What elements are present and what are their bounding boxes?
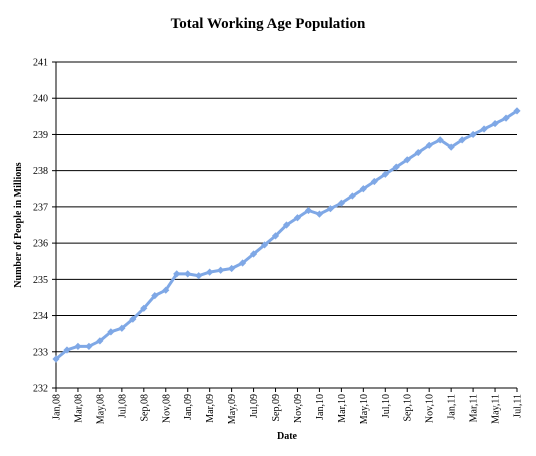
data-point bbox=[173, 270, 181, 278]
x-tick-label: May,08 bbox=[95, 394, 106, 424]
y-tick-label: 234 bbox=[33, 311, 48, 322]
data-points bbox=[52, 107, 521, 363]
data-point bbox=[293, 214, 302, 222]
data-point bbox=[315, 210, 324, 218]
gridlines bbox=[52, 61, 517, 389]
data-point bbox=[118, 324, 126, 332]
data-point bbox=[52, 355, 60, 363]
data-point bbox=[282, 221, 291, 229]
data-point bbox=[228, 264, 236, 273]
x-tick-label: Mar,09 bbox=[205, 394, 216, 423]
data-point bbox=[162, 286, 170, 294]
x-tick-label: Sep,09 bbox=[271, 394, 282, 422]
data-point bbox=[74, 342, 82, 350]
data-point bbox=[403, 156, 411, 164]
data-point bbox=[249, 250, 258, 258]
data-point bbox=[348, 192, 356, 200]
x-tick-label: Jul,09 bbox=[249, 394, 260, 418]
y-tick-label: 235 bbox=[33, 275, 48, 286]
y-tick-label: 232 bbox=[33, 384, 48, 395]
x-tick-label: Jan,09 bbox=[183, 394, 194, 420]
data-point bbox=[85, 342, 93, 350]
data-point bbox=[458, 136, 466, 144]
x-tick-label: Mar,11 bbox=[469, 394, 480, 422]
data-point bbox=[304, 206, 313, 215]
data-point bbox=[513, 107, 521, 115]
x-tick-label: May,10 bbox=[359, 394, 370, 424]
x-tick-label: Sep,10 bbox=[403, 394, 414, 422]
x-tick-label: Jan,11 bbox=[447, 394, 458, 419]
series-line-path bbox=[54, 109, 519, 361]
data-point bbox=[447, 143, 455, 151]
data-point bbox=[381, 170, 389, 178]
data-point bbox=[217, 266, 225, 274]
x-tick-label: May,11 bbox=[491, 394, 502, 424]
x-tick-label: Jul,08 bbox=[117, 394, 128, 418]
data-point bbox=[107, 328, 115, 336]
data-point bbox=[436, 136, 444, 144]
data-point bbox=[63, 346, 71, 354]
x-tick-label: Sep,08 bbox=[139, 394, 150, 422]
axes bbox=[55, 62, 517, 389]
data-point bbox=[129, 315, 137, 323]
y-tick-label: 238 bbox=[33, 166, 48, 177]
data-point bbox=[260, 241, 269, 249]
y-tick-label: 233 bbox=[33, 347, 48, 358]
chart-title: Total Working Age Population bbox=[171, 16, 366, 32]
y-tick-label: 239 bbox=[33, 130, 48, 141]
x-tick-label: May,09 bbox=[227, 394, 238, 424]
x-tick-labels: Jan,08 Mar,08 May,08 Jul,08 Sep,08 Nov,08 Jan,… bbox=[52, 388, 524, 424]
x-tick-label: Jul,10 bbox=[381, 394, 392, 418]
data-point bbox=[359, 185, 367, 193]
data-point bbox=[392, 163, 400, 171]
y-tick-label: 241 bbox=[33, 58, 48, 69]
x-tick-label: Mar,10 bbox=[337, 394, 348, 423]
x-tick-label: Nov,09 bbox=[293, 394, 304, 423]
y-tick-label: 236 bbox=[33, 239, 48, 250]
x-tick-label: Mar,08 bbox=[73, 394, 84, 423]
data-point bbox=[491, 119, 499, 128]
data-point bbox=[195, 272, 203, 280]
data-point bbox=[140, 304, 148, 312]
data-point bbox=[271, 232, 280, 240]
x-tick-label: Jan,08 bbox=[52, 394, 63, 420]
data-point bbox=[337, 199, 345, 207]
data-point bbox=[480, 125, 488, 133]
data-point bbox=[184, 270, 192, 278]
y-tick-label: 237 bbox=[33, 202, 48, 213]
x-tick-label: Jul,11 bbox=[513, 394, 524, 418]
data-point bbox=[414, 148, 422, 157]
y-tick-labels: 232 233 234 235 236 237 238 239 240 241 bbox=[33, 58, 48, 395]
data-point bbox=[326, 205, 335, 213]
data-point bbox=[502, 114, 510, 122]
data-point bbox=[469, 130, 477, 139]
data-point bbox=[206, 268, 214, 276]
series-line bbox=[54, 109, 519, 361]
data-point bbox=[96, 337, 104, 345]
x-tick-label: Nov,08 bbox=[161, 394, 172, 423]
y-tick-label: 240 bbox=[33, 94, 48, 105]
data-point bbox=[151, 292, 159, 300]
x-tick-label: Jan,10 bbox=[315, 394, 326, 420]
y-axis-label: Number of People in Millions bbox=[13, 162, 24, 287]
data-point bbox=[370, 177, 378, 186]
x-tick-label: Nov,10 bbox=[425, 394, 436, 423]
data-point bbox=[238, 259, 247, 267]
data-point bbox=[425, 141, 433, 149]
x-axis-label: Date bbox=[277, 431, 298, 442]
